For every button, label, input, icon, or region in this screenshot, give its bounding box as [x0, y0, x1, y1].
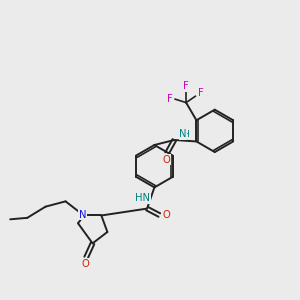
Text: HN: HN	[135, 193, 150, 203]
Text: F: F	[183, 81, 189, 91]
Text: N: N	[79, 210, 86, 220]
Text: F: F	[167, 94, 172, 104]
Text: O: O	[82, 259, 89, 269]
Text: N: N	[179, 129, 187, 139]
Text: H: H	[182, 130, 189, 139]
Text: O: O	[162, 210, 170, 220]
Text: F: F	[198, 88, 204, 98]
Text: O: O	[163, 155, 170, 165]
